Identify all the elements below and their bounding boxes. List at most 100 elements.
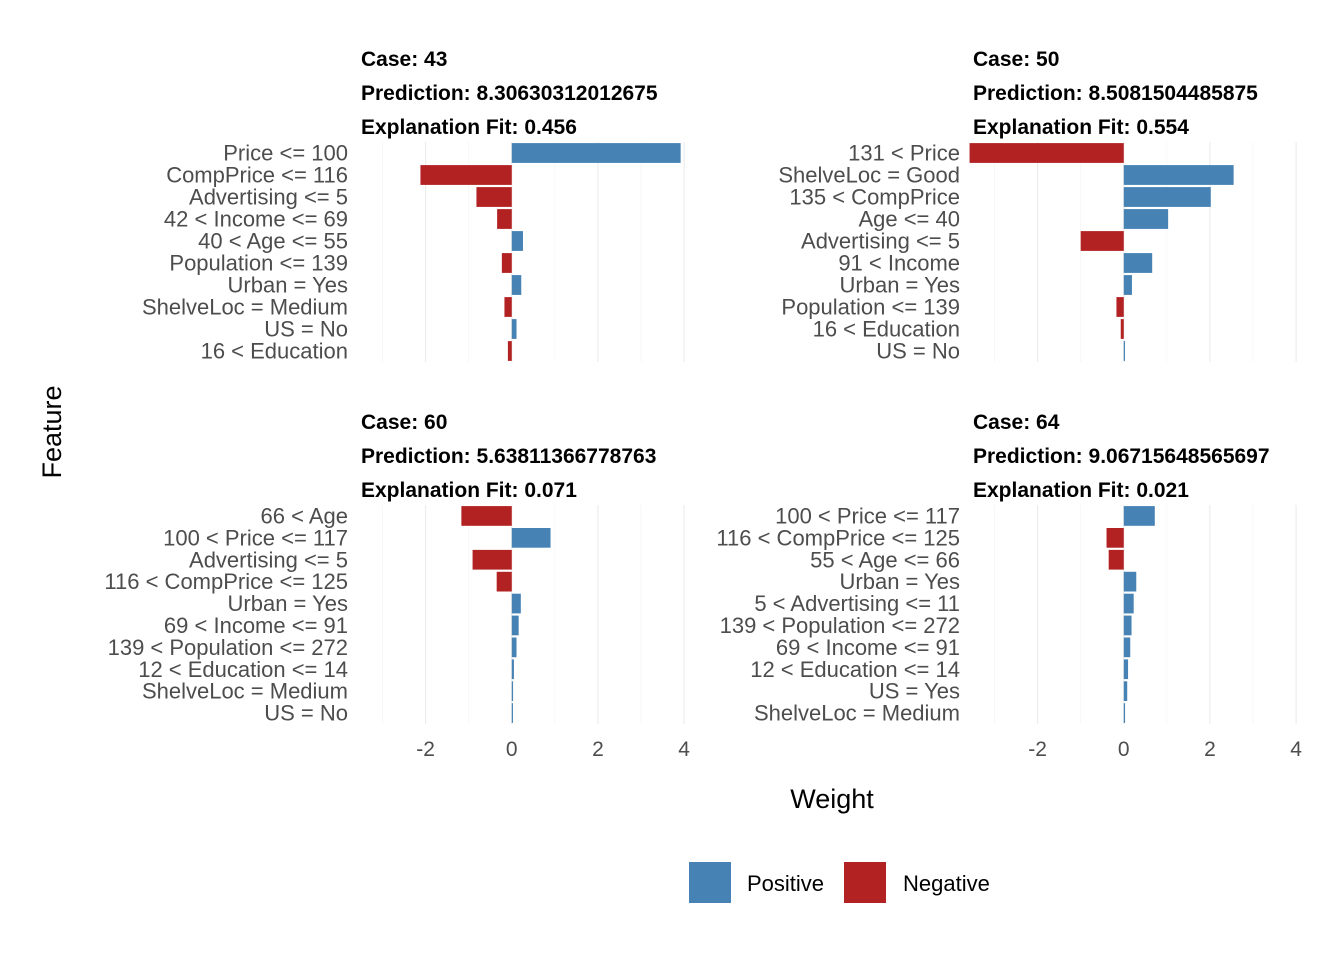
- bar: [1123, 341, 1125, 361]
- feature-label: Advertising <= 5: [189, 185, 348, 210]
- feature-label: 16 < Education: [813, 317, 960, 342]
- feature-label: 5 < Advertising <= 11: [754, 591, 960, 616]
- legend-label-positive: Positive: [747, 871, 824, 896]
- bar: [1123, 506, 1155, 526]
- bar: [511, 615, 519, 636]
- panel-2: Case: 50 Prediction: 8.5081504485875 Expla…: [778, 48, 1297, 364]
- bar: [1123, 593, 1134, 614]
- panel-3: Case: 60 Prediction: 5.63811366778763 Expl…: [104, 411, 690, 761]
- feature-label: Price <= 100: [223, 141, 348, 166]
- x-tick-label: 2: [1204, 738, 1216, 761]
- bar: [476, 187, 512, 207]
- feature-label: Urban = Yes: [228, 591, 348, 616]
- feature-label: Population <= 139: [169, 251, 348, 276]
- bar: [511, 231, 523, 251]
- legend-swatch-positive: [689, 862, 731, 903]
- feature-label: Urban = Yes: [840, 569, 960, 594]
- bar: [1123, 703, 1126, 723]
- bar: [1123, 659, 1129, 680]
- x-tick-label: -2: [1028, 738, 1047, 761]
- feature-label: 116 < CompPrice <= 125: [716, 525, 960, 550]
- bar: [420, 165, 512, 185]
- feature-label: Urban = Yes: [840, 273, 960, 298]
- feature-label: 116 < CompPrice <= 125: [104, 569, 348, 594]
- feature-label: Urban = Yes: [228, 273, 348, 298]
- feature-label: 16 < Education: [201, 339, 348, 364]
- feature-label: 66 < Age: [261, 503, 348, 528]
- bar: [1108, 549, 1124, 570]
- feature-label: 40 < Age <= 55: [198, 229, 348, 254]
- bar: [511, 143, 681, 163]
- feature-label: US = No: [264, 317, 348, 342]
- bar: [504, 297, 512, 317]
- bar: [511, 659, 514, 680]
- x-tick-label: -2: [416, 738, 435, 761]
- feature-label: 139 < Population <= 272: [108, 635, 348, 660]
- feature-label: ShelveLoc = Medium: [142, 679, 348, 704]
- feature-label: 135 < CompPrice: [789, 185, 960, 210]
- legend: Positive Negative: [689, 862, 990, 903]
- feature-label: 131 < Price: [848, 141, 960, 166]
- bar: [507, 341, 512, 361]
- bar: [1123, 637, 1131, 658]
- explanation-fit-label: Explanation Fit: 0.554: [973, 116, 1189, 139]
- bar: [511, 527, 551, 548]
- prediction-label: Prediction: 9.06715648565697: [973, 445, 1270, 468]
- bar: [1123, 615, 1132, 636]
- x-tick-label: 0: [1118, 738, 1130, 761]
- feature-label: 100 < Price <= 117: [163, 525, 348, 550]
- bar: [1123, 681, 1128, 702]
- bar: [1123, 275, 1132, 295]
- bar: [461, 506, 512, 526]
- bar: [472, 549, 512, 570]
- feature-label: US = No: [264, 701, 348, 726]
- feature-label: ShelveLoc = Medium: [142, 295, 348, 320]
- bar: [969, 143, 1124, 163]
- feature-label: 12 < Education <= 14: [138, 657, 348, 682]
- case-label: Case: 60: [361, 411, 447, 434]
- bar: [511, 319, 517, 339]
- feature-label: Age <= 40: [858, 207, 960, 232]
- feature-label: 139 < Population <= 272: [720, 613, 960, 638]
- panel-4: Case: 64 Prediction: 9.06715648565697 Expl…: [716, 411, 1302, 761]
- explanation-fit-label: Explanation Fit: 0.071: [361, 479, 577, 502]
- feature-label: 69 < Income <= 91: [776, 635, 960, 660]
- bar: [1106, 527, 1124, 548]
- explanation-fit-label: Explanation Fit: 0.021: [973, 479, 1189, 502]
- prediction-label: Prediction: 5.63811366778763: [361, 445, 656, 468]
- bar: [1123, 209, 1169, 229]
- case-label: Case: 50: [973, 48, 1059, 71]
- x-axis-title: Weight: [790, 784, 874, 814]
- feature-label: 12 < Education <= 14: [750, 657, 960, 682]
- feature-label: 55 < Age <= 66: [810, 547, 960, 572]
- bar: [497, 209, 512, 229]
- feature-label: Advertising <= 5: [801, 229, 960, 254]
- x-tick-label: 0: [506, 738, 518, 761]
- x-tick-label: 2: [592, 738, 604, 761]
- x-tick-label: 4: [1290, 738, 1302, 761]
- bar: [511, 637, 517, 658]
- panel-1: Case: 43 Prediction: 8.30630312012675 Expl…: [142, 48, 685, 364]
- feature-label: 100 < Price <= 117: [775, 503, 960, 528]
- case-label: Case: 43: [361, 48, 447, 71]
- bar: [511, 593, 521, 614]
- bar: [511, 703, 513, 723]
- legend-swatch-negative: [844, 862, 886, 903]
- bar: [511, 275, 522, 295]
- bar: [1123, 571, 1137, 592]
- feature-label: ShelveLoc = Good: [778, 163, 960, 188]
- prediction-label: Prediction: 8.5081504485875: [973, 82, 1258, 105]
- feature-label: CompPrice <= 116: [166, 163, 348, 188]
- bar: [1120, 319, 1124, 339]
- prediction-label: Prediction: 8.30630312012675: [361, 82, 658, 105]
- feature-label: Advertising <= 5: [189, 547, 348, 572]
- bar: [1116, 297, 1124, 317]
- bar: [1123, 165, 1234, 185]
- x-tick-label: 4: [678, 738, 690, 761]
- bar: [496, 571, 512, 592]
- feature-label: US = No: [876, 339, 960, 364]
- bar: [501, 253, 512, 273]
- feature-label: 42 < Income <= 69: [164, 207, 348, 232]
